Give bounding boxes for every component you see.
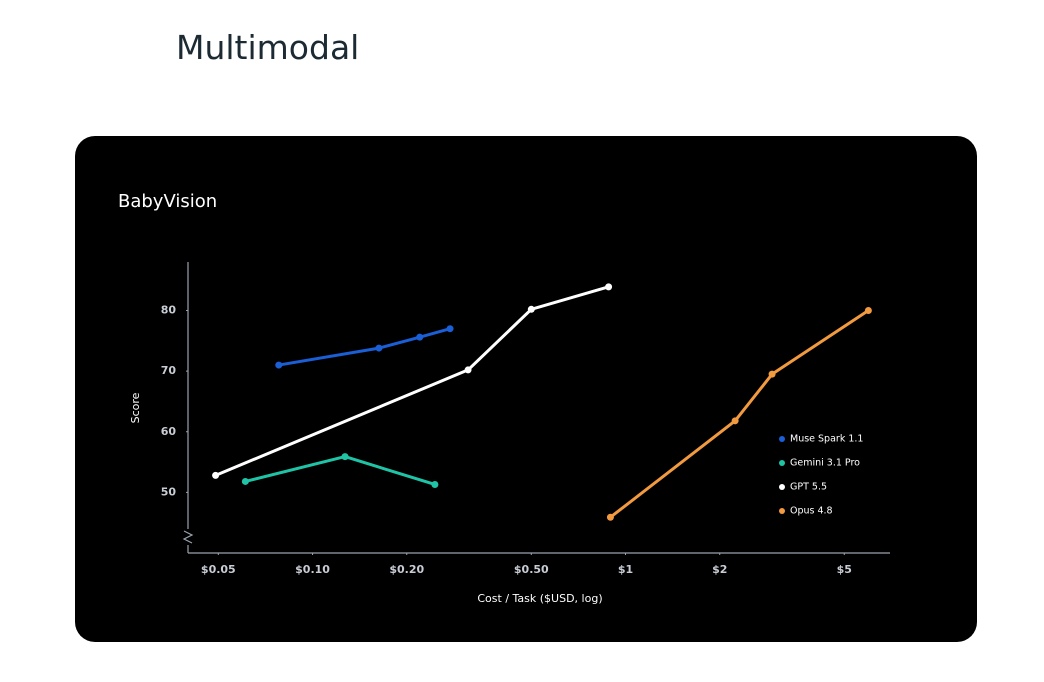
legend-label: Gemini 3.1 Pro [790, 458, 860, 469]
data-point [431, 480, 439, 488]
axis-break [182, 530, 194, 544]
x-tick-label: $0.10 [295, 563, 330, 576]
data-point [605, 283, 613, 291]
data-point [212, 471, 220, 479]
page-title: Multimodal [176, 28, 360, 67]
legend-label: Muse Spark 1.1 [790, 434, 863, 445]
legend-label: Opus 4.8 [790, 506, 833, 517]
x-tick-label: $0.05 [201, 563, 236, 576]
legend-swatch [779, 484, 785, 490]
data-point [768, 370, 776, 378]
data-point [864, 307, 872, 314]
legend-label: GPT 5.5 [790, 482, 827, 493]
legend-swatch [779, 460, 785, 466]
data-point [416, 333, 424, 341]
chart-card [75, 136, 977, 642]
x-tick-label: $0.50 [514, 563, 549, 576]
data-point [606, 513, 614, 521]
x-tick-label: $5 [837, 563, 852, 576]
data-point [375, 344, 383, 352]
x-tick-label: $0.20 [389, 563, 424, 576]
legend-swatch [779, 436, 785, 442]
data-point [731, 417, 739, 425]
data-point [464, 366, 472, 374]
y-tick-label: 50 [161, 485, 177, 498]
y-tick-label: 70 [161, 364, 177, 377]
chart-title: BabyVision [118, 191, 217, 212]
y-tick-label: 80 [161, 304, 177, 317]
series-line [609, 309, 870, 519]
y-axis-label: Score [129, 392, 142, 423]
x-tick-label: $2 [712, 563, 727, 576]
data-point [275, 361, 283, 369]
legend-swatch [779, 508, 785, 514]
data-point [527, 305, 535, 313]
series-line [278, 327, 451, 367]
data-point [241, 477, 249, 485]
x-tick-label: $1 [618, 563, 633, 576]
data-point [446, 325, 454, 333]
data-point [341, 453, 349, 461]
x-axis-label: Cost / Task ($USD, log) [477, 592, 602, 605]
series-line [244, 455, 436, 486]
series-line [215, 285, 610, 477]
y-tick-label: 60 [161, 425, 177, 438]
